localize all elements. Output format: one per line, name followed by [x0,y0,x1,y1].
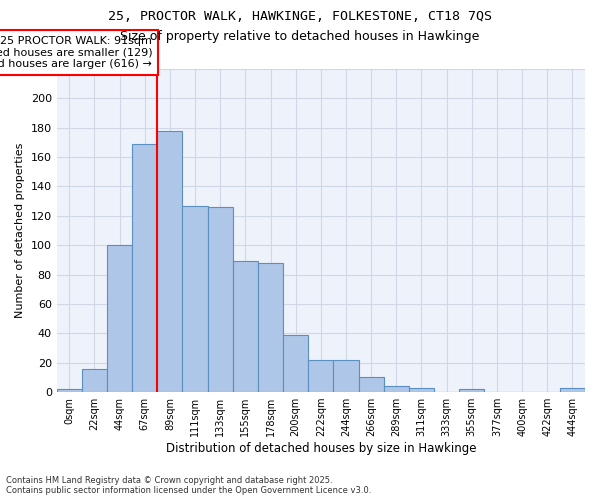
Text: 25, PROCTOR WALK, HAWKINGE, FOLKESTONE, CT18 7QS: 25, PROCTOR WALK, HAWKINGE, FOLKESTONE, … [108,10,492,23]
Bar [283,335,308,392]
Bar [459,389,484,392]
Bar [560,388,585,392]
Text: Contains HM Land Registry data © Crown copyright and database right 2025.
Contai: Contains HM Land Registry data © Crown c… [6,476,371,495]
Bar [334,360,359,392]
Bar [56,389,82,392]
Y-axis label: Number of detached properties: Number of detached properties [15,143,25,318]
Bar [359,378,384,392]
Bar [82,368,107,392]
Bar [258,263,283,392]
Text: Size of property relative to detached houses in Hawkinge: Size of property relative to detached ho… [121,30,479,43]
X-axis label: Distribution of detached houses by size in Hawkinge: Distribution of detached houses by size … [166,442,476,455]
Bar [308,360,334,392]
Bar [208,207,233,392]
Bar [182,206,208,392]
Bar [107,245,132,392]
Bar [157,130,182,392]
Bar [132,144,157,392]
Text: 25 PROCTOR WALK: 91sqm
← 17% of detached houses are smaller (129)
82% of semi-de: 25 PROCTOR WALK: 91sqm ← 17% of detached… [0,36,152,69]
Bar [409,388,434,392]
Bar [384,386,409,392]
Bar [233,262,258,392]
